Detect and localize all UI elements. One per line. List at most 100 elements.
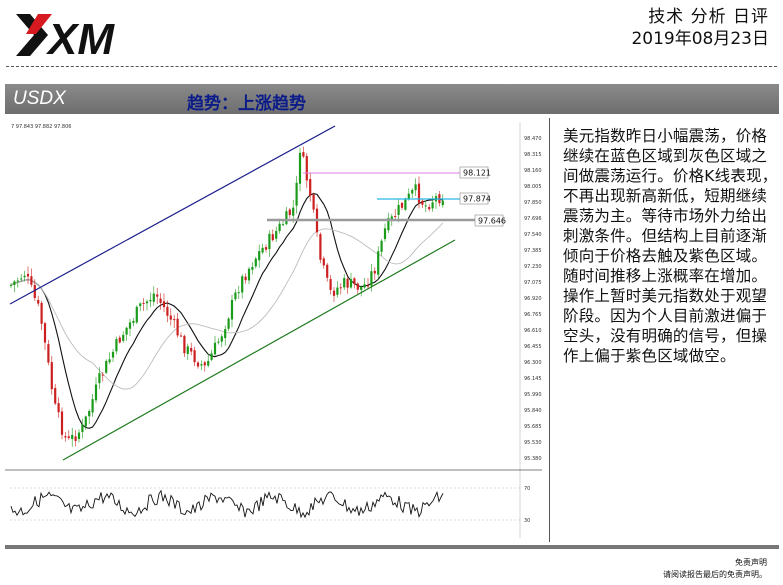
logo-text: XM (45, 15, 115, 60)
candle-body (20, 278, 23, 280)
candle-body (251, 266, 254, 270)
candle-body (247, 268, 251, 281)
trend-label: 趋势：上涨趋势 (187, 94, 306, 114)
candle-body (421, 200, 424, 205)
chart-background (5, 118, 542, 542)
osc-axis-70: 70 (524, 486, 530, 492)
candle-body (339, 287, 342, 289)
candle-body (13, 281, 16, 286)
candle-body (264, 247, 268, 250)
price-axis-label: 98.160 (524, 168, 542, 174)
candle-body (128, 322, 132, 329)
candle-body (111, 351, 115, 358)
candle-body (326, 264, 329, 278)
candle-body (353, 278, 356, 285)
price-axis-label: 97.696 (524, 216, 542, 222)
candle-body (322, 258, 325, 266)
candle-body (370, 271, 373, 286)
candle-body (387, 218, 390, 231)
candle-body (43, 323, 47, 343)
price-axis-label: 98.005 (524, 184, 542, 190)
candle-body (336, 287, 339, 295)
price-axis-label: 97.540 (524, 232, 542, 238)
candle-body (261, 247, 264, 253)
price-axis-label: 96.765 (524, 312, 542, 318)
candle-body (135, 306, 138, 323)
candle-body (281, 224, 285, 226)
candle-body (237, 292, 240, 294)
candle-body (363, 284, 366, 288)
candle-body (60, 411, 64, 435)
report-header: 技术 分析 日评 2019年08月23日 (631, 6, 769, 50)
candle-body (411, 189, 414, 194)
candle-body (67, 436, 70, 439)
candle-body (169, 315, 172, 320)
candle-body (275, 230, 278, 239)
candle-body (356, 283, 359, 290)
candle-body (343, 278, 346, 288)
xm-logo: XM (16, 14, 115, 60)
candle-body (424, 205, 427, 207)
section-bar: USDX 趋势：上涨趋势 (5, 84, 779, 114)
price-axis-label: 96.920 (524, 296, 542, 302)
candle-body (400, 202, 404, 208)
candle-body (220, 336, 223, 342)
candle-body (50, 362, 53, 390)
candle-body (9, 284, 13, 286)
disclaimer-text: 请阅读报告最后的免责声明。 (663, 570, 767, 579)
candle-body (149, 299, 152, 302)
candle-body (329, 279, 332, 290)
candle-body (373, 270, 376, 274)
price-axis-label: 95.990 (524, 392, 542, 398)
candle-body (309, 179, 312, 196)
candle-body (162, 301, 166, 308)
price-axis-label: 98.315 (524, 152, 542, 158)
candle-body (295, 182, 298, 206)
candle-body (156, 294, 159, 297)
report-title: 技术 分析 日评 (648, 7, 769, 27)
candle-body (217, 341, 220, 343)
disclaimer-title: 免责声明 (735, 558, 767, 567)
candle-body (258, 251, 261, 261)
chart-info-line: 7 97.843 97.882 97.806 (11, 124, 71, 130)
footer-bar (5, 545, 779, 549)
level-cyan-box (459, 192, 489, 205)
candle-body (213, 342, 217, 355)
candle-body (254, 258, 257, 267)
price-axis-label: 95.840 (524, 408, 542, 414)
price-axis-label: 97.850 (524, 200, 542, 206)
candle-body (81, 424, 84, 433)
candle-body (414, 184, 417, 191)
candle-body (183, 335, 186, 354)
candle-body (166, 306, 169, 316)
candle-body (37, 299, 40, 304)
candle-body (122, 334, 125, 341)
candle-body (397, 204, 400, 215)
level-gray-label: 97.646 (478, 217, 506, 226)
candle-body (441, 200, 444, 206)
candle-body (292, 207, 295, 216)
price-axis-labels: 98.470 98.315 98.160 98.005 97.850 97.696 97.5… (524, 136, 542, 462)
candle-body (230, 299, 234, 320)
channel-bottom-line (62, 239, 456, 461)
candle-body (190, 348, 193, 352)
candle-body (428, 207, 431, 210)
ma-slow-line (10, 222, 444, 390)
candle-body (203, 362, 206, 366)
candle-body (349, 279, 353, 288)
candle-body (224, 329, 227, 339)
candle-body (383, 228, 387, 240)
price-axis-label: 95.380 (524, 456, 542, 462)
oscillator-line (10, 489, 444, 519)
price-axis-label: 98.470 (524, 136, 542, 142)
candle-body (390, 216, 393, 220)
candle-body (200, 364, 203, 366)
candle-body (285, 211, 288, 225)
candle-body (142, 302, 145, 304)
candle-body (278, 223, 281, 232)
candle-body (74, 436, 77, 441)
price-axis-label: 96.145 (524, 376, 542, 382)
candle-body (332, 290, 336, 296)
candle-body (94, 384, 98, 401)
osc-axis-30: 30 (524, 518, 530, 524)
